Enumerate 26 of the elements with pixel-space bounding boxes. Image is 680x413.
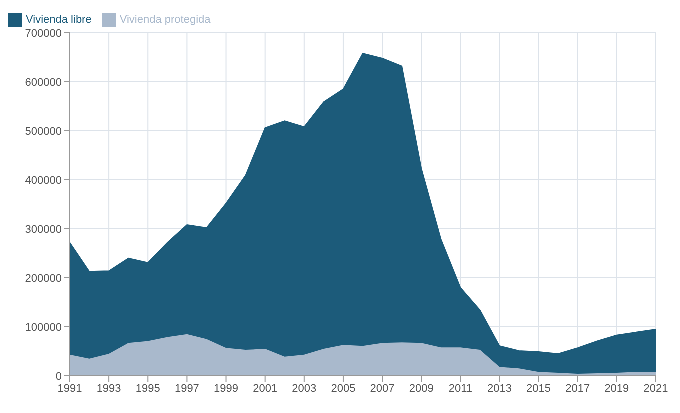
x-tick-label: 2005 (331, 382, 356, 395)
x-tick-label: 1993 (96, 382, 122, 395)
x-tick-label: 2007 (370, 382, 395, 395)
y-tick-label: 300000 (25, 224, 62, 236)
legend-label: Vivienda protegida (120, 14, 211, 26)
y-tick-label: 100000 (25, 322, 62, 334)
x-tick-label: 2017 (566, 382, 590, 395)
y-tick-label: 500000 (25, 126, 62, 138)
x-tick-label: 1991 (58, 382, 82, 395)
x-tick-label: 1997 (174, 382, 200, 395)
y-tick-label: 400000 (25, 174, 62, 187)
x-tick-label: 2015 (526, 382, 552, 395)
x-tick-label: 2021 (644, 382, 668, 395)
x-tick-label: 2013 (487, 382, 512, 395)
x-tick-label: 1999 (214, 382, 239, 395)
y-tick-label: 200000 (25, 272, 62, 285)
x-tick-label: 1995 (136, 382, 160, 395)
x-tick-label: 2011 (448, 382, 472, 395)
y-tick-label: 700000 (25, 28, 62, 40)
x-tick-label: 2003 (292, 382, 317, 395)
legend-label: Vivienda libre (26, 14, 92, 26)
x-tick-label: 2009 (409, 382, 434, 395)
x-tick-label: 2001 (253, 382, 278, 395)
y-tick-label: 600000 (25, 76, 62, 89)
x-tick-label: 2019 (604, 382, 630, 395)
y-tick-label: 0 (56, 370, 62, 383)
